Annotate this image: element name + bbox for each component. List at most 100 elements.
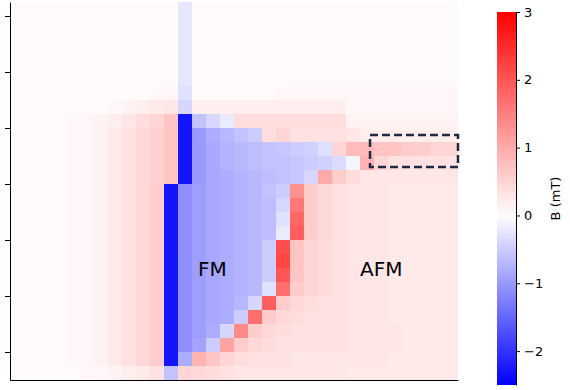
heatmap-cell	[178, 170, 193, 185]
heatmap-cell	[276, 352, 291, 367]
heatmap-cell	[52, 86, 67, 101]
heatmap-cell	[430, 2, 445, 17]
heatmap-cell	[80, 72, 95, 87]
heatmap-cell	[122, 268, 137, 283]
heatmap-cell	[276, 296, 291, 311]
heatmap-cell	[248, 254, 263, 269]
heatmap-cell	[80, 156, 95, 171]
heatmap-cell	[332, 2, 347, 17]
heatmap-cell	[206, 44, 221, 59]
heatmap-cell	[234, 86, 249, 101]
heatmap-cell	[178, 16, 193, 31]
colorbar-tick-mark	[516, 148, 520, 149]
heatmap-cell	[304, 114, 319, 129]
heatmap-cell	[178, 212, 193, 227]
heatmap-cell	[108, 310, 123, 325]
heatmap-cell	[122, 212, 137, 227]
heatmap-cell	[374, 30, 389, 45]
heatmap-cell	[94, 184, 109, 199]
heatmap-cell	[332, 254, 347, 269]
heatmap-cell	[164, 338, 179, 353]
heatmap-cell	[192, 86, 207, 101]
heatmap-cell	[388, 324, 403, 339]
heatmap-cell	[192, 100, 207, 115]
heatmap-cell	[290, 226, 305, 241]
heatmap-cell	[52, 212, 67, 227]
y-axis	[5, 3, 11, 381]
heatmap-cell	[304, 212, 319, 227]
heatmap-cell	[444, 338, 458, 353]
heatmap-cell	[122, 338, 137, 353]
heatmap-cell	[80, 212, 95, 227]
heatmap-cell	[52, 184, 67, 199]
heatmap-cell	[108, 16, 123, 31]
heatmap-cell	[276, 268, 291, 283]
heatmap-cell	[276, 58, 291, 73]
heatmap-cell	[388, 44, 403, 59]
heatmap-cell	[234, 282, 249, 297]
heatmap-cell	[248, 142, 263, 157]
heatmap-cell	[234, 128, 249, 143]
heatmap-cell	[122, 310, 137, 325]
heatmap-cell	[290, 170, 305, 185]
heatmap-cell	[10, 296, 25, 311]
heatmap-cell	[38, 30, 53, 45]
heatmap-cell	[388, 2, 403, 17]
heatmap-cell	[108, 2, 123, 17]
heatmap-cell	[248, 30, 263, 45]
heatmap-cell	[38, 58, 53, 73]
heatmap-cell	[164, 240, 179, 255]
heatmap-cell	[346, 254, 361, 269]
heatmap-cell	[262, 44, 277, 59]
heatmap-cell	[248, 352, 263, 367]
heatmap-cell	[374, 352, 389, 367]
heatmap-cell	[122, 16, 137, 31]
heatmap-cell	[276, 366, 291, 380]
heatmap-cell	[122, 100, 137, 115]
heatmap-cell	[444, 324, 458, 339]
heatmap-cell	[150, 86, 165, 101]
heatmap-cell	[206, 142, 221, 157]
heatmap-cell	[206, 128, 221, 143]
heatmap-cell	[178, 268, 193, 283]
heatmap-cell	[290, 72, 305, 87]
heatmap-cell	[52, 44, 67, 59]
heatmap-cell	[108, 212, 123, 227]
heatmap-cell	[136, 142, 151, 157]
heatmap-cell	[234, 100, 249, 115]
heatmap-cell	[318, 44, 333, 59]
heatmap-cell	[430, 184, 445, 199]
heatmap-cell	[80, 184, 95, 199]
y-axis-line	[10, 3, 11, 381]
heatmap-cell	[276, 16, 291, 31]
heatmap-cell	[430, 72, 445, 87]
heatmap-cell	[430, 100, 445, 115]
heatmap-cell	[150, 184, 165, 199]
heatmap-cell	[192, 226, 207, 241]
heatmap-cell	[388, 16, 403, 31]
heatmap-cell	[220, 142, 235, 157]
heatmap-cell	[94, 212, 109, 227]
heatmap-cell	[388, 366, 403, 380]
heatmap-cell	[178, 86, 193, 101]
heatmap-cell	[276, 156, 291, 171]
heatmap-cell	[304, 72, 319, 87]
heatmap-cell	[276, 282, 291, 297]
heatmap-cell	[430, 114, 445, 129]
heatmap-cell	[10, 212, 25, 227]
heatmap-cell	[150, 114, 165, 129]
heatmap-cell	[332, 128, 347, 143]
heatmap-cell	[318, 72, 333, 87]
heatmap-cell	[416, 100, 431, 115]
heatmap-cell	[332, 100, 347, 115]
heatmap-cell	[220, 184, 235, 199]
heatmap-cell	[80, 170, 95, 185]
heatmap-cell	[234, 184, 249, 199]
heatmap-cell	[262, 114, 277, 129]
heatmap-cell	[80, 128, 95, 143]
heatmap-cell	[276, 310, 291, 325]
heatmap-cell	[360, 324, 375, 339]
heatmap-cell	[206, 184, 221, 199]
heatmap-cell	[388, 212, 403, 227]
heatmap-cell	[360, 30, 375, 45]
